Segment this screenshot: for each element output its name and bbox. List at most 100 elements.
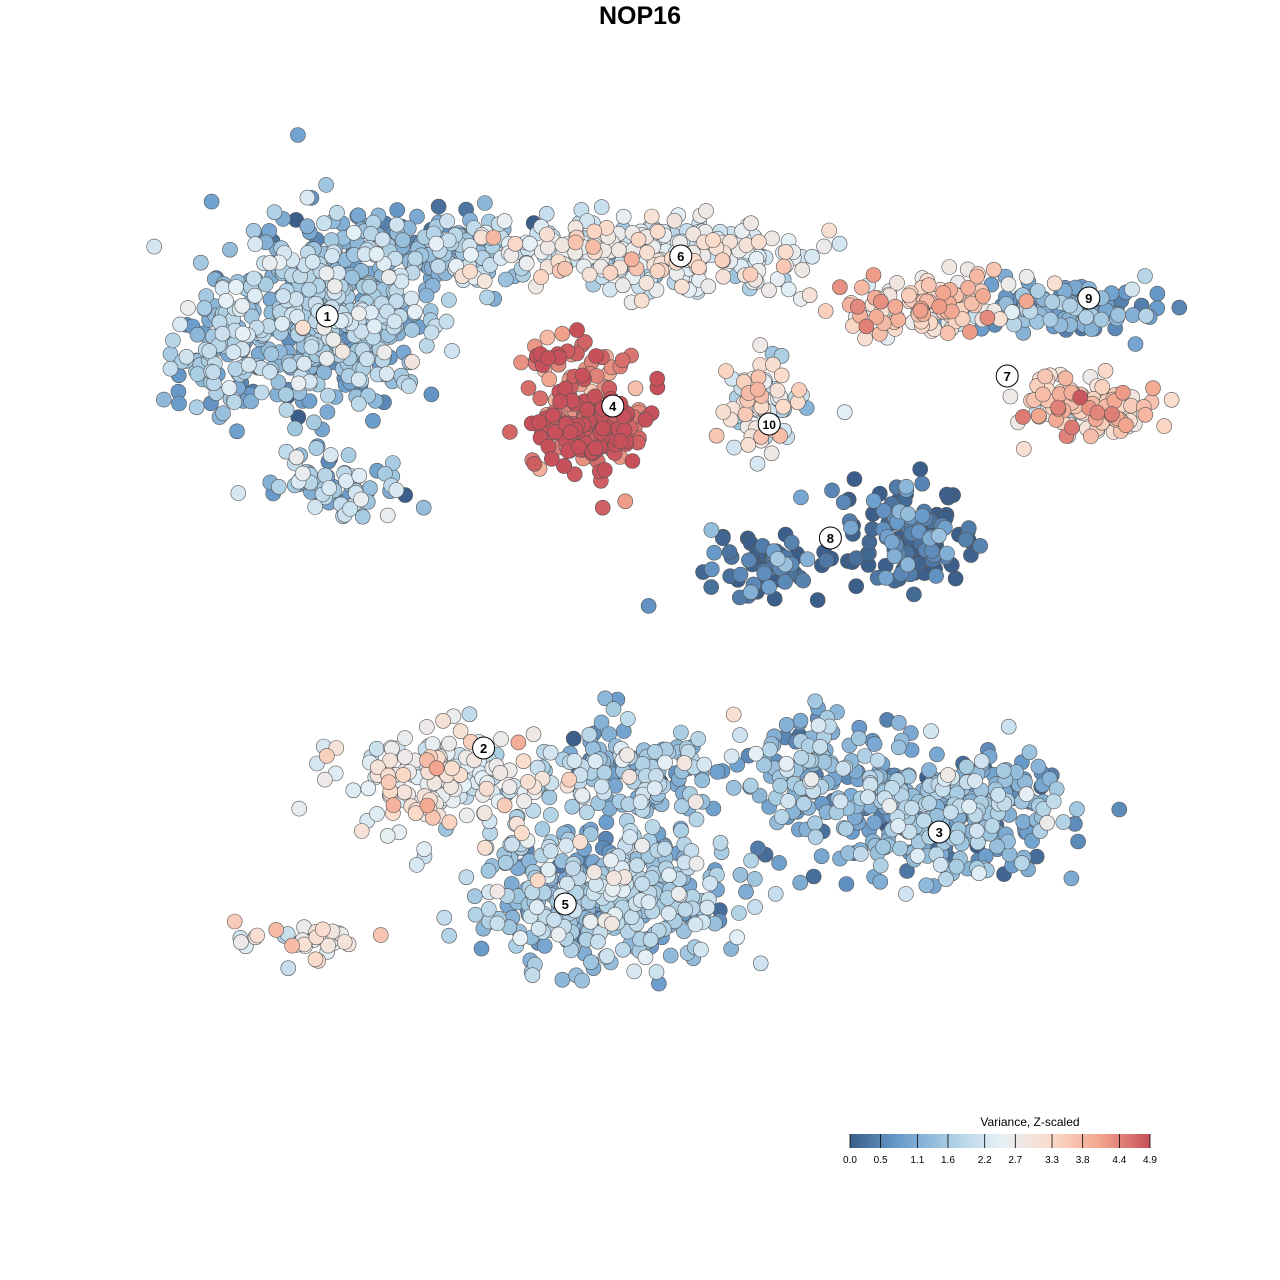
cell-point [920,277,937,294]
cell-point [567,234,584,251]
cell-point [941,259,958,275]
cell-point [359,351,375,367]
cell-point [249,927,266,944]
cell-point [400,378,417,394]
cluster-label-text: 10 [763,418,777,432]
cell-point [850,730,867,747]
cell-point [326,278,343,295]
cell-point [554,325,571,342]
cell-point [366,318,383,335]
cell-point [214,325,231,342]
cell-point [572,834,589,850]
cell-point [482,257,498,273]
cell-point [769,382,786,399]
cell-point [385,797,402,813]
cell-point [1015,409,1031,425]
cell-point [780,281,797,298]
cell-point [715,268,732,285]
cell-point [1030,283,1046,299]
cell-point [948,858,965,875]
cell-point [409,208,425,225]
cell-point [557,260,573,277]
cell-point [852,846,869,862]
cell-point [441,927,457,944]
cell-point [463,246,479,263]
cell-point [441,814,458,831]
cell-point [586,223,603,240]
cell-point [639,244,655,261]
cell-point [769,551,786,567]
cell-point [939,325,956,341]
cell-point [542,744,559,761]
cell-point [1089,404,1106,421]
cell-point [307,499,324,515]
cell-point [694,772,711,789]
cell-point [241,357,257,373]
cell-point [972,538,989,554]
cell-point [516,793,532,810]
cell-point [162,360,179,377]
cell-point [865,492,882,509]
cell-point [702,875,719,892]
cell-point [529,899,545,916]
cluster-label-badge [315,304,339,328]
cell-point [344,269,360,286]
cell-point [832,279,848,296]
cell-point [320,387,336,404]
cell-point [288,291,305,307]
cell-point [597,690,614,707]
cell-point [334,343,351,360]
cell-point [507,236,524,252]
cell-point [550,926,567,943]
cell-point [957,531,974,548]
cell-point [849,298,866,315]
colorbar-tick-label: 2.2 [978,1155,992,1166]
cell-point [596,462,613,478]
cell-point [767,886,784,902]
cell-point [756,757,772,773]
cell-point [598,814,615,830]
cell-point [301,393,318,409]
cell-point [180,300,196,316]
points-layer [146,127,1188,992]
cell-point [748,745,764,762]
cell-point [602,264,619,281]
cell-point [773,809,790,825]
cluster-label-10: 10 [757,412,781,436]
cell-point [404,322,420,338]
cell-point [995,762,1012,779]
cell-point [274,315,291,332]
cell-point [813,848,830,865]
cell-point [947,570,964,587]
cell-point [708,427,725,444]
cluster-label-text: 7 [1004,369,1011,384]
cell-point [382,752,398,769]
cluster-label-4: 4 [601,394,625,418]
cell-point [848,550,865,567]
cell-point [291,800,308,817]
cell-point [247,287,263,304]
cell-point [372,927,389,943]
cell-point [263,346,280,362]
cell-point [732,566,749,583]
cell-point [906,586,922,603]
cell-point [869,752,886,769]
cell-point [878,570,894,586]
cell-point [676,755,693,771]
cluster-label-9: 9 [1077,286,1101,310]
cell-point [581,266,598,283]
cell-point [480,901,497,917]
cell-point [539,239,556,256]
cell-point [476,805,493,821]
cell-point [673,822,689,839]
cell-point [749,455,766,472]
cluster-label-text: 8 [827,531,834,546]
cell-point [714,530,731,547]
cell-point [621,768,638,785]
cell-point [912,302,929,319]
cell-point [1042,311,1059,328]
cell-point [329,205,345,221]
cell-point [247,236,263,252]
cell-point [397,749,413,765]
cell-point [316,215,332,231]
